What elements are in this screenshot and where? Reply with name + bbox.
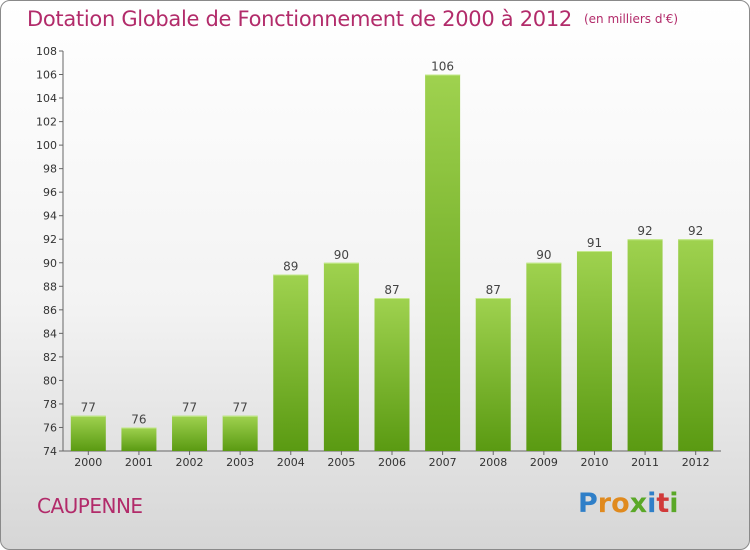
logo-letter: i bbox=[647, 488, 657, 519]
y-tick-label: 104 bbox=[36, 92, 57, 105]
bar-value-label: 90 bbox=[334, 248, 349, 262]
y-tick-label: 88 bbox=[43, 280, 57, 293]
x-tick-label: 2003 bbox=[226, 456, 254, 469]
logo-letter: x bbox=[629, 488, 648, 519]
y-tick-label: 90 bbox=[43, 257, 57, 270]
bar bbox=[678, 239, 714, 451]
bar bbox=[222, 415, 258, 451]
bar bbox=[121, 427, 157, 451]
bar-value-label: 77 bbox=[182, 401, 197, 415]
y-axis: 74 76 78 80 82 84 86 88 90 92 94 96 98 100 102 104 106 10… bbox=[36, 45, 721, 458]
y-tick-label: 78 bbox=[43, 398, 57, 411]
y-tick-label: 84 bbox=[43, 327, 57, 340]
bar-value-label: 77 bbox=[81, 401, 96, 415]
x-tick-label: 2011 bbox=[631, 456, 659, 469]
y-tick-label: 76 bbox=[43, 421, 57, 434]
bar bbox=[273, 274, 309, 451]
bar-value-label: 77 bbox=[233, 401, 248, 415]
y-tick-label: 86 bbox=[43, 304, 57, 317]
y-tick-label: 80 bbox=[43, 374, 57, 387]
bar-value-label: 87 bbox=[384, 283, 399, 297]
bar-value-label: 90 bbox=[536, 248, 551, 262]
logo-letter: r bbox=[597, 488, 612, 519]
proxiti-logo[interactable]: Proxiti bbox=[578, 488, 679, 519]
x-tick-label: 2010 bbox=[580, 456, 608, 469]
chart-title-text: Dotation Globale de Fonctionnement de 20… bbox=[27, 7, 572, 31]
y-tick-label: 96 bbox=[43, 186, 57, 199]
x-tick-label: 2005 bbox=[327, 456, 355, 469]
x-axis: 2000 2001 2002 2003 2004 2005 2006 2007 2008 2009… bbox=[74, 451, 710, 469]
commune-name: CAUPENNE bbox=[37, 494, 143, 518]
x-tick-label: 2007 bbox=[429, 456, 457, 469]
y-tick-label: 106 bbox=[36, 69, 57, 82]
logo-letter: i bbox=[669, 488, 679, 519]
bar-value-label: 91 bbox=[587, 236, 602, 250]
x-tick-label: 2001 bbox=[125, 456, 153, 469]
bar bbox=[526, 262, 562, 451]
y-tick-label: 94 bbox=[43, 210, 57, 223]
y-tick-label: 74 bbox=[43, 445, 57, 458]
bar bbox=[627, 239, 663, 451]
bar bbox=[475, 298, 511, 451]
x-tick-label: 2009 bbox=[530, 456, 558, 469]
bar bbox=[172, 415, 208, 451]
y-tick-label: 98 bbox=[43, 163, 57, 176]
y-tick-label: 100 bbox=[36, 139, 57, 152]
bar-value-label: 106 bbox=[431, 60, 454, 74]
logo-letter: t bbox=[656, 488, 670, 519]
bar-value-label: 87 bbox=[486, 283, 501, 297]
bar-value-label: 92 bbox=[637, 224, 652, 238]
x-tick-label: 2000 bbox=[74, 456, 102, 469]
x-tick-label: 2002 bbox=[176, 456, 204, 469]
bars-group: 77 76 77 77 89 90 87 106 87 90 91 92 92 bbox=[70, 60, 714, 451]
x-tick-label: 2008 bbox=[479, 456, 507, 469]
bar bbox=[374, 298, 410, 451]
x-tick-label: 2006 bbox=[378, 456, 406, 469]
bar bbox=[576, 251, 612, 451]
bar bbox=[323, 262, 359, 451]
bar-value-label: 89 bbox=[283, 260, 298, 274]
y-tick-label: 92 bbox=[43, 233, 57, 246]
bar bbox=[425, 74, 461, 451]
chart-unit: (en milliers d'€) bbox=[583, 12, 679, 26]
x-tick-label: 2012 bbox=[682, 456, 710, 469]
x-tick-label: 2004 bbox=[277, 456, 305, 469]
logo-letter: o bbox=[611, 488, 630, 519]
bar bbox=[70, 415, 106, 451]
chart-title: Dotation Globale de Fonctionnement de 20… bbox=[27, 7, 678, 31]
y-tick-label: 102 bbox=[36, 116, 57, 129]
logo-letter: P bbox=[578, 488, 598, 519]
y-tick-label: 82 bbox=[43, 351, 57, 364]
bar-value-label: 92 bbox=[688, 224, 703, 238]
y-tick-label: 108 bbox=[36, 45, 57, 58]
bar-value-label: 76 bbox=[131, 412, 146, 426]
